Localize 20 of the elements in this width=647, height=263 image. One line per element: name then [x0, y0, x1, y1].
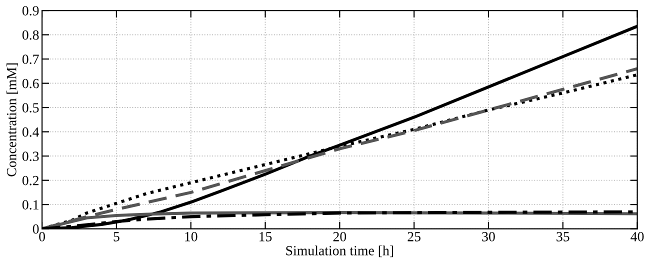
- y-tick-label: 0.6: [22, 78, 39, 88]
- y-tick-label: 0.1: [22, 200, 38, 210]
- y-tick-label: 0.3: [22, 152, 39, 162]
- y-tick-label: 0.2: [22, 176, 39, 186]
- x-tick-label: 5: [114, 232, 120, 242]
- x-tick-label: 25: [408, 232, 420, 242]
- y-tick-label: 0.5: [22, 103, 39, 113]
- x-tick-label: 15: [260, 232, 272, 242]
- x-tick-label: 10: [185, 232, 198, 242]
- x-axis-title: Simulation time [h]: [286, 246, 394, 258]
- y-tick-label: 0.8: [22, 30, 39, 40]
- y-axis-title: Concentration [mM]: [6, 63, 18, 176]
- y-tick-label: 0.7: [22, 54, 39, 64]
- y-tick-label: 0.4: [22, 127, 40, 137]
- x-tick-label: 30: [482, 232, 495, 242]
- x-tick-label: 40: [630, 232, 644, 242]
- x-tick-label: 20: [333, 232, 346, 242]
- y-tick-label: 0: [32, 224, 39, 234]
- y-tick-label: 0.9: [22, 6, 39, 16]
- x-tick-label: 35: [556, 232, 570, 242]
